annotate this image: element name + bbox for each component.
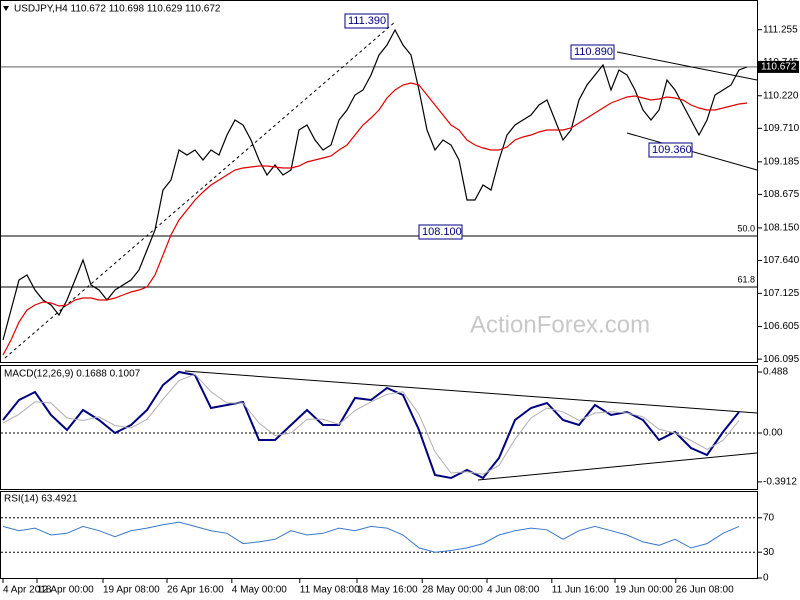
series-line: [2, 521, 740, 553]
last-price-box: [758, 60, 799, 73]
level-label: 61.8: [737, 274, 755, 284]
level-label: 50.0: [737, 223, 755, 233]
series-line: [2, 373, 740, 475]
x-tick-label: 28 May 00:00: [422, 585, 483, 596]
annotation: 108.100: [422, 226, 462, 238]
plot: 111.255110.745110.220109.710109.185108.6…: [1, 13, 800, 596]
y-tick-label: 70: [763, 512, 775, 523]
x-tick-label: 19 Jun 00:00: [615, 585, 673, 596]
y-tick-label: 110.220: [763, 90, 799, 101]
last-price-label: 110.672: [761, 62, 797, 73]
y-tick-label: 109.710: [763, 123, 800, 134]
y-tick-label: 111.255: [763, 24, 798, 35]
x-tick-label: 4 Jun 08:00: [487, 585, 540, 596]
y-tick-label: 106.095: [763, 354, 800, 365]
title-arrow: [3, 6, 9, 11]
macd-title: MACD(12,26,9) 0.1688 0.1007: [4, 369, 141, 380]
x-tick-label: 26 Jun 08:00: [676, 585, 734, 596]
annotation-box: [344, 13, 389, 29]
x-tick-label: 18 May 16:00: [357, 585, 418, 596]
y-tick-label: -0.3912: [763, 477, 797, 488]
macd-trend-line: [477, 452, 758, 481]
x-tick-label: 26 Apr 16:00: [167, 585, 224, 596]
annotation: 109.360: [652, 144, 692, 156]
annotation-box: [648, 142, 693, 158]
x-tick-label: 19 Apr 08:00: [103, 585, 160, 596]
annotation-box: [570, 44, 615, 60]
y-tick-label: 0.488: [763, 367, 788, 378]
series-line: [2, 28, 748, 341]
y-tick-label: 0: [763, 573, 769, 584]
watermark: ActionForex.com: [470, 311, 650, 338]
rsi-panel: [0, 491, 758, 579]
rsi-title: RSI(14) 63.4921: [4, 494, 78, 505]
x-tick-label: 11 May 08:00: [300, 585, 360, 596]
trend-line: [4, 21, 396, 359]
y-tick-label: 108.675: [763, 189, 800, 200]
x-tick-label: 4 Apr 2018: [3, 585, 52, 596]
x-tick-label: 12 Apr 00:00: [37, 585, 94, 596]
x-tick-label: 4 May 00:00: [232, 585, 287, 596]
y-tick-label: 0.00: [763, 428, 783, 439]
x-tick-label: 11 Jun 16:00: [552, 585, 610, 596]
annotation: 111.390: [348, 15, 386, 27]
y-tick-label: 108.150: [763, 223, 800, 234]
series-line: [2, 82, 748, 356]
channel-line: [616, 51, 758, 81]
price-panel: [0, 0, 758, 363]
y-tick-label: 109.185: [763, 156, 800, 167]
y-tick-label: 106.605: [763, 321, 800, 332]
y-tick-label: 107.125: [763, 288, 800, 299]
macd-panel: [0, 365, 758, 490]
annotation: 110.890: [574, 46, 613, 58]
y-tick-label: 107.640: [763, 255, 800, 266]
annotation-box: [418, 224, 463, 240]
chart-title: USDJPY,H4 110.672 110.698 110.629 110.67…: [14, 4, 221, 15]
macd-trend-line: [184, 370, 758, 414]
y-tick-label: 30: [763, 547, 775, 558]
